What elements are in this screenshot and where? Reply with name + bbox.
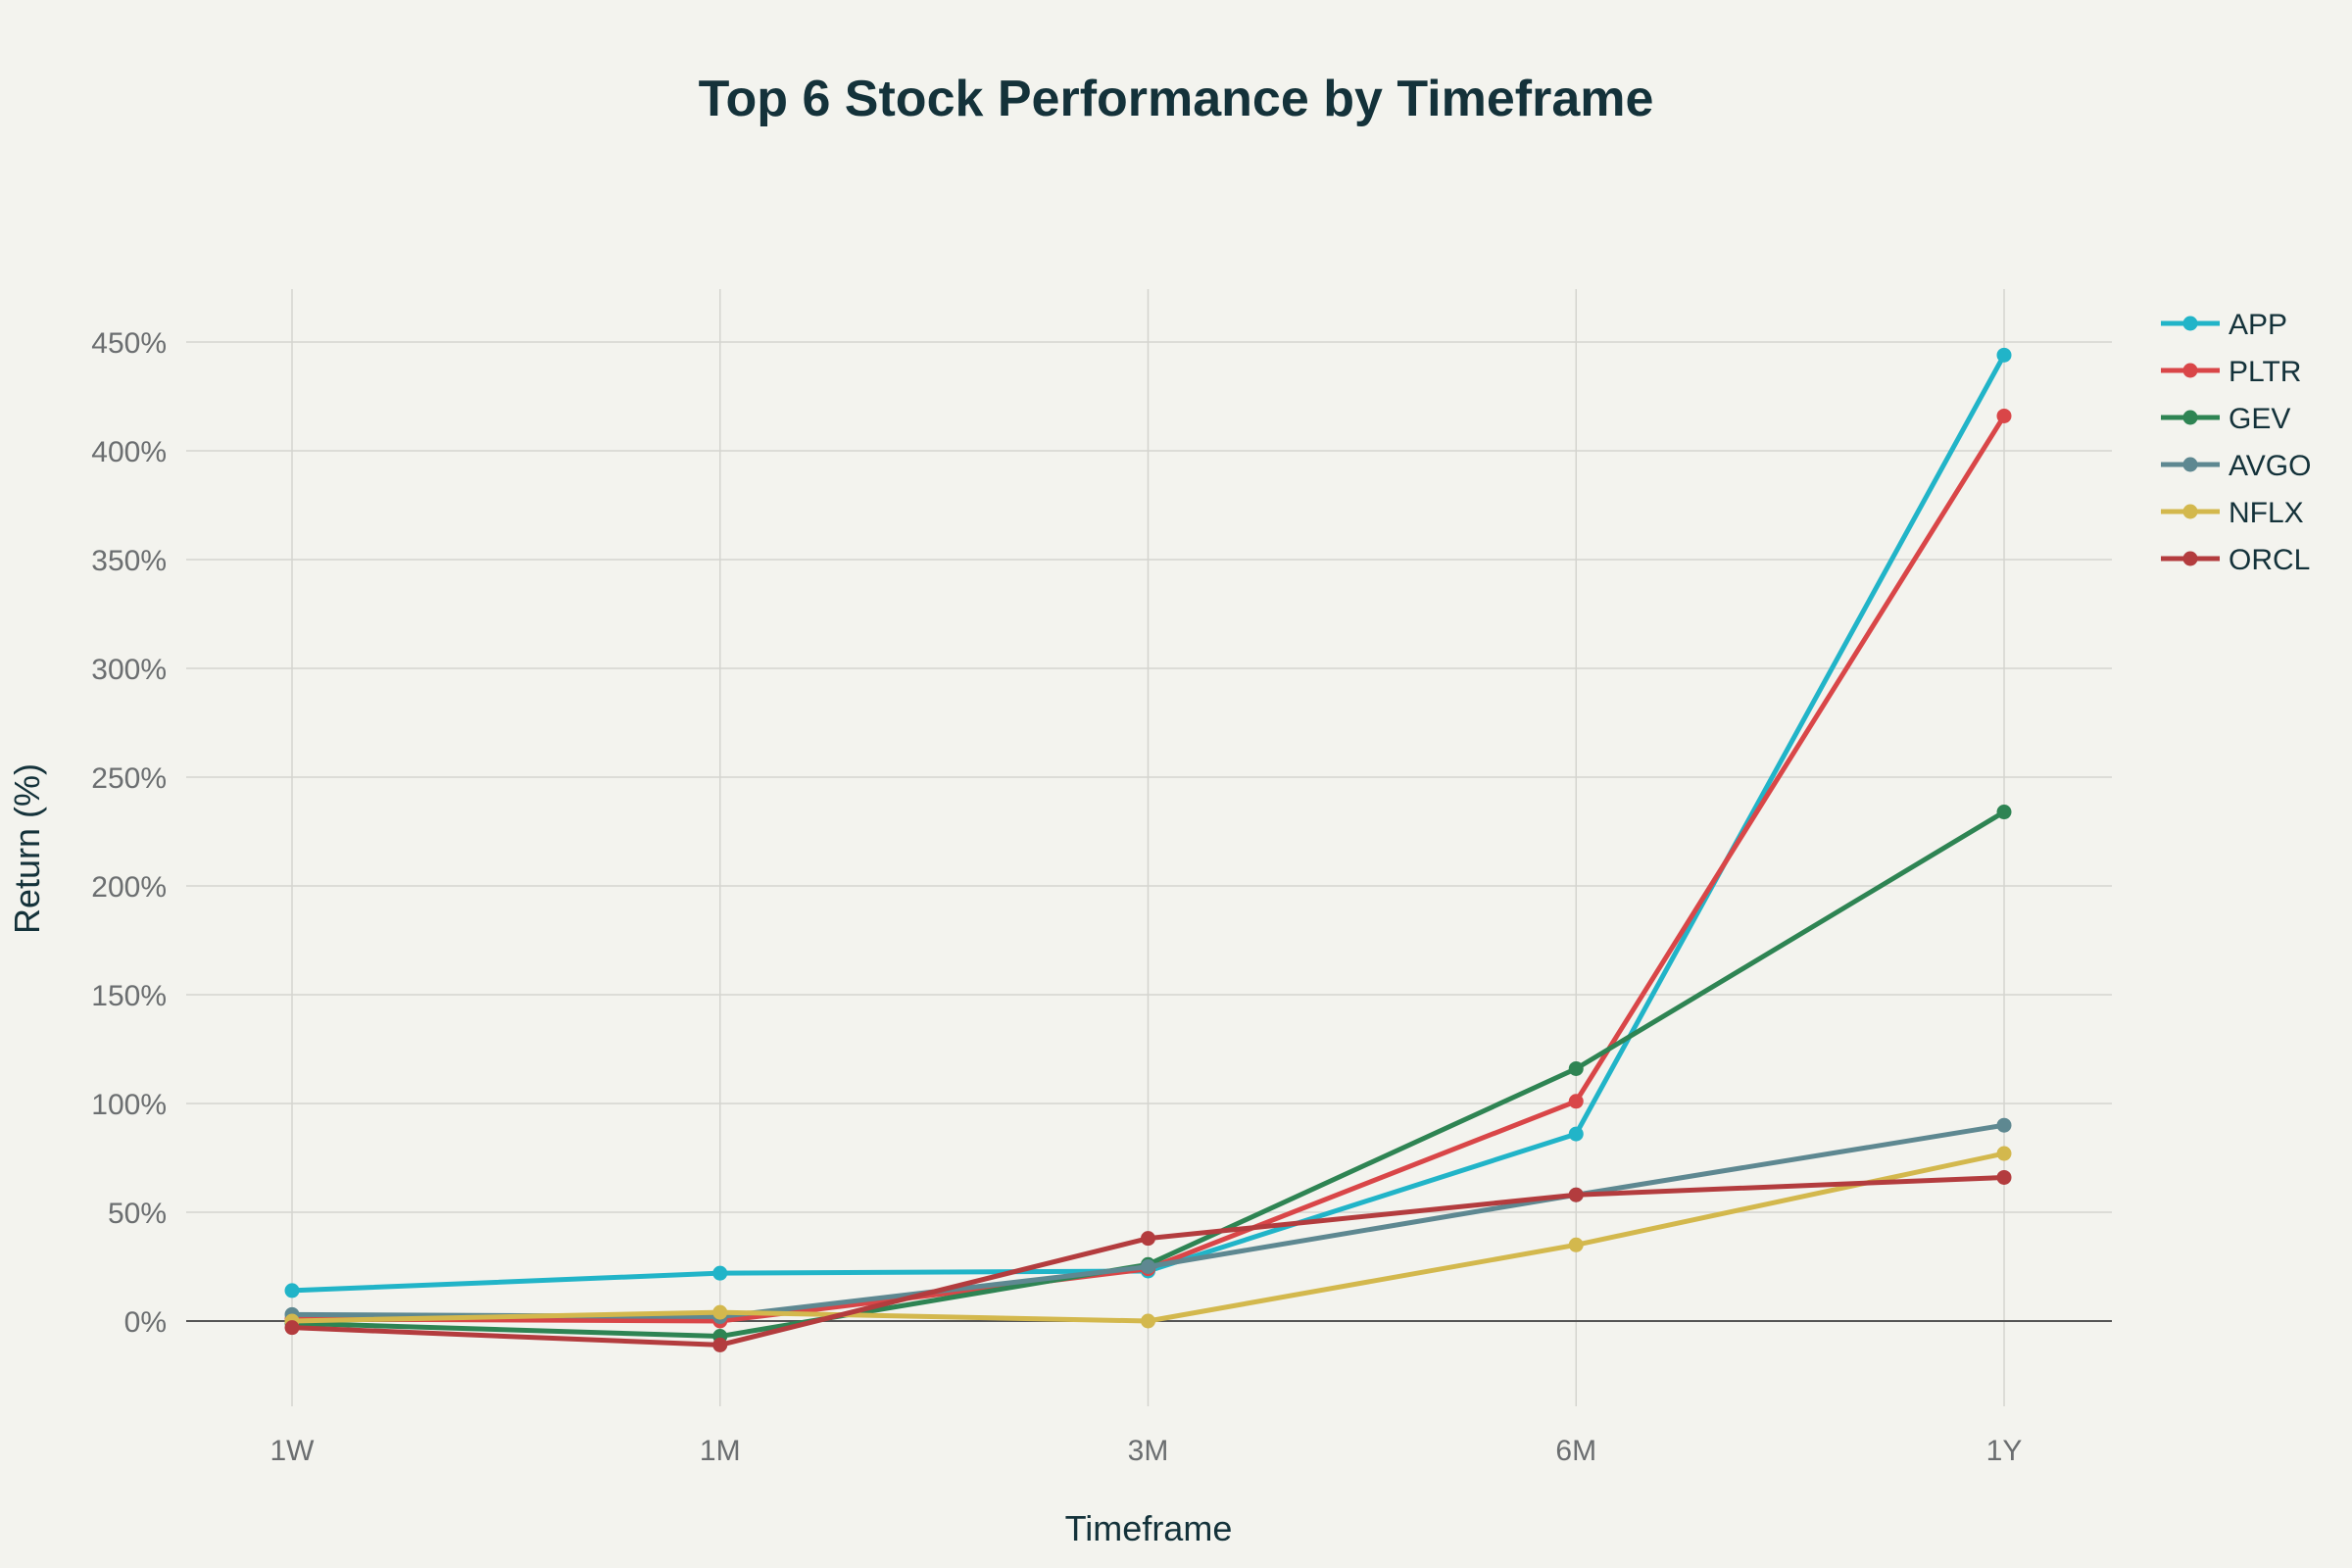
y-tick-label: 200% xyxy=(91,871,167,904)
y-tick-label: 0% xyxy=(124,1306,167,1339)
legend: APP PLTR GEV AVGO NFLX ORCL xyxy=(2161,309,2311,576)
data-point xyxy=(1141,1231,1155,1247)
legend-label: NFLX xyxy=(2229,497,2304,529)
legend-item-avgo[interactable]: AVGO xyxy=(2161,450,2311,482)
data-point xyxy=(712,1304,728,1320)
data-point xyxy=(284,1320,300,1336)
y-tick-label: 300% xyxy=(91,654,167,686)
legend-swatch-marker xyxy=(2182,410,2198,425)
legend-item-gev[interactable]: GEV xyxy=(2161,403,2290,435)
data-point xyxy=(1996,1117,2012,1133)
data-point xyxy=(1996,1146,2012,1161)
y-tick-label: 150% xyxy=(91,980,167,1012)
data-point xyxy=(1996,347,2012,363)
data-point xyxy=(1996,805,2012,820)
data-point xyxy=(284,1283,300,1298)
series-nflx xyxy=(284,1146,2012,1329)
legend-item-orcl[interactable]: ORCL xyxy=(2161,544,2310,576)
data-point xyxy=(1141,1313,1155,1329)
x-tick-label: 1Y xyxy=(1986,1435,2023,1467)
legend-item-app[interactable]: APP xyxy=(2161,309,2287,341)
y-tick-label: 400% xyxy=(91,436,167,468)
legend-label: AVGO xyxy=(2229,450,2311,482)
y-tick-label: 50% xyxy=(108,1198,167,1230)
legend-label: PLTR xyxy=(2229,356,2301,388)
y-tick-label: 250% xyxy=(91,762,167,795)
x-axis-title: Timeframe xyxy=(1065,1508,1233,1548)
data-point xyxy=(712,1265,728,1281)
legend-label: GEV xyxy=(2229,403,2290,435)
data-point xyxy=(1568,1126,1584,1142)
legend-label: ORCL xyxy=(2229,544,2310,576)
chart-title: Top 6 Stock Performance by Timeframe xyxy=(699,71,1654,127)
x-tick-label: 6M xyxy=(1555,1435,1596,1467)
legend-swatch-marker xyxy=(2182,316,2198,331)
x-tick-label: 1M xyxy=(700,1435,741,1467)
data-point xyxy=(1568,1187,1584,1202)
data-point xyxy=(1996,408,2012,423)
y-tick-label: 450% xyxy=(91,327,167,360)
legend-swatch-marker xyxy=(2182,363,2198,378)
data-point xyxy=(1996,1169,2012,1185)
data-point xyxy=(1141,1259,1155,1274)
data-point xyxy=(1568,1060,1584,1076)
y-tick-label: 350% xyxy=(91,545,167,577)
y-axis-title: Return (%) xyxy=(7,763,47,934)
legend-swatch-marker xyxy=(2182,551,2198,566)
legend-label: APP xyxy=(2229,309,2287,341)
data-point xyxy=(712,1337,728,1352)
legend-swatch-marker xyxy=(2182,504,2198,519)
legend-swatch-marker xyxy=(2182,457,2198,472)
legend-item-pltr[interactable]: PLTR xyxy=(2161,356,2301,388)
series-lines xyxy=(284,347,2012,1352)
data-point xyxy=(1568,1094,1584,1109)
series-orcl xyxy=(284,1169,2012,1352)
data-point xyxy=(1568,1237,1584,1252)
grid xyxy=(186,289,2112,1406)
y-tick-label: 100% xyxy=(91,1089,167,1121)
x-tick-label: 1W xyxy=(270,1435,316,1467)
legend-item-nflx[interactable]: NFLX xyxy=(2161,497,2304,529)
x-tick-label: 3M xyxy=(1128,1435,1169,1467)
